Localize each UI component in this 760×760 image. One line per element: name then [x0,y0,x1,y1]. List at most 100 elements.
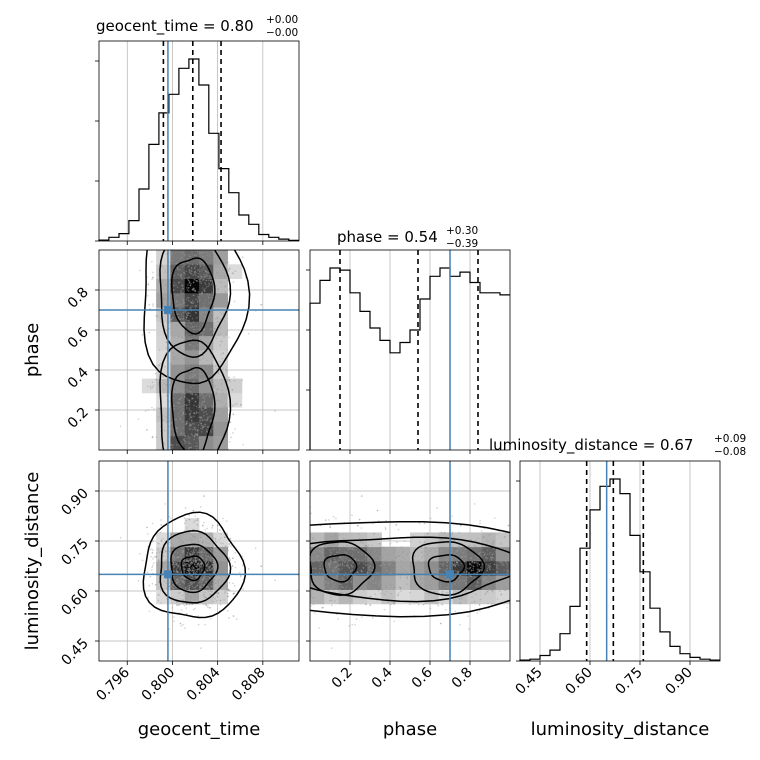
scatter-point [493,588,496,591]
scatter-point [184,254,187,257]
scatter-point [181,552,184,555]
scatter-point [188,401,191,403]
scatter-point [217,582,220,585]
scatter-point [206,426,209,428]
scatter-point [383,546,385,549]
scatter-point [201,551,204,553]
scatter-point [192,281,195,284]
scatter-point [197,545,200,548]
scatter-point [397,592,400,595]
scatter-point [385,585,387,588]
scatter-point [204,390,207,392]
scatter-point [171,606,174,609]
scatter-point [176,387,178,390]
scatter-point [215,393,218,395]
scatter-point [204,596,207,599]
scatter-point [188,282,191,284]
scatter-point [169,393,172,395]
scatter-point [472,565,475,568]
scatter-point [329,524,332,527]
scatter-point [157,559,160,562]
scatter-point [176,604,178,606]
scatter-point [428,563,431,565]
title-phase-sup: +0.30 [446,225,478,237]
scatter-point [180,441,183,443]
scatter-point [183,442,185,445]
scatter-point [312,537,314,540]
scatter-point [473,600,476,603]
scatter-point [384,580,387,583]
scatter-point [182,567,185,570]
scatter-point [193,271,196,274]
scatter-point [176,601,178,603]
scatter-point [219,344,222,346]
scatter-point [196,434,199,437]
scatter-point [176,401,179,404]
scatter-point [496,551,499,554]
scatter-point [182,412,185,415]
scatter-point [392,603,395,605]
scatter-point [185,298,188,301]
scatter-point [188,588,190,591]
scatter-point [318,627,320,629]
scatter-point [189,343,191,346]
scatter-point [340,579,342,581]
scatter-point [365,554,367,557]
scatter-point [222,564,225,566]
scatter-point [178,335,180,338]
scatter-point [210,317,213,319]
scatter-point [387,563,390,565]
scatter-point [152,435,154,438]
scatter-point [190,567,193,569]
scatter-point [173,565,176,568]
scatter-point [379,580,382,582]
scatter-point [197,298,199,301]
scatter-point [203,264,205,267]
scatter-point [194,586,196,589]
scatter-point [492,557,495,559]
scatter-point [369,585,372,587]
scatter-point [200,280,202,283]
scatter-point [183,395,186,397]
scatter-point [353,586,355,588]
scatter-point [165,416,168,418]
scatter-point [379,592,382,595]
scatter-point [176,392,178,395]
scatter-point [199,551,202,554]
scatter-point [485,539,488,542]
scatter-point [317,583,320,585]
scatter-point [335,534,337,536]
scatter-point [163,561,165,564]
contour-line [323,554,358,583]
scatter-point [224,291,227,293]
density-cell [381,561,397,576]
scatter-point [186,585,189,587]
scatter-point [409,584,411,587]
scatter-point [169,252,172,254]
scatter-point [353,584,355,587]
scatter-point [176,354,179,357]
scatter-point [193,551,196,554]
scatter-point [188,586,191,589]
scatter-point [174,356,176,358]
scatter-point [175,418,177,421]
scatter-point [187,582,190,585]
x-tick-label: 0.45 [512,665,545,698]
scatter-point [478,552,481,555]
scatter-point [146,429,148,431]
scatter-point [148,610,151,613]
scatter-point [163,298,165,301]
scatter-point [321,572,323,574]
scatter-point [189,377,191,379]
scatter-point [212,566,215,568]
scatter-point [317,549,319,552]
scatter-point [196,300,199,302]
scatter-point [168,347,171,349]
scatter-point [185,420,187,423]
scatter-point [489,533,491,536]
scatter-point [331,581,333,584]
scatter-point [211,551,214,554]
scatter-point [506,586,509,589]
scatter-point [171,364,174,367]
scatter-point [197,541,199,543]
